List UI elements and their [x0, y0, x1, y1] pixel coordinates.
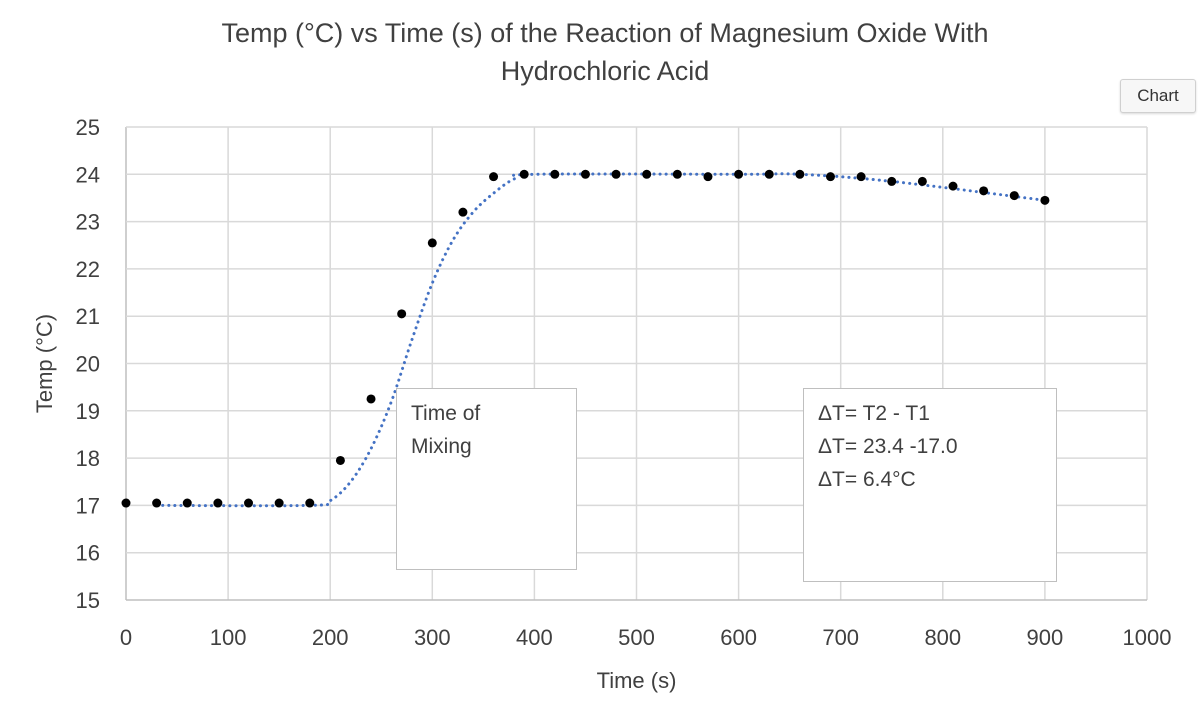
data-point	[856, 172, 866, 182]
annotation-line: ΔT= T2 - T1	[818, 402, 930, 425]
data-point	[703, 172, 713, 182]
y-tick-label: 21	[76, 304, 100, 329]
data-point	[305, 498, 315, 508]
data-point	[1009, 191, 1019, 201]
data-point	[121, 498, 131, 508]
annotation-line: ΔT= 23.4 -17.0	[818, 435, 958, 458]
data-point	[213, 498, 223, 508]
annotation-delta-t: ΔT= T2 - T1 ΔT= 23.4 -17.0 ΔT= 6.4°C	[803, 388, 1057, 582]
x-tick-label: 800	[924, 625, 961, 650]
annotation-line: ΔT= 6.4°C	[818, 468, 916, 491]
y-tick-label: 19	[76, 399, 100, 424]
chart-title: Temp (°C) vs Time (s) of the Reaction of…	[221, 18, 989, 86]
data-point	[550, 169, 560, 179]
data-point	[1040, 195, 1050, 205]
data-point	[611, 169, 621, 179]
data-point	[887, 176, 897, 186]
y-tick-label: 15	[76, 588, 100, 613]
x-axis-title: Time (s)	[597, 668, 677, 693]
x-tick-label: 100	[210, 625, 247, 650]
x-tick-label: 200	[312, 625, 349, 650]
x-tick-label: 300	[414, 625, 451, 650]
data-point	[672, 169, 682, 179]
data-point	[335, 455, 345, 465]
data-point	[244, 498, 254, 508]
data-point	[795, 169, 805, 179]
data-point	[764, 169, 774, 179]
data-point	[825, 172, 835, 182]
annotation-line: Time of	[411, 402, 481, 425]
x-tick-label: 900	[1027, 625, 1064, 650]
y-tick-label: 23	[76, 210, 100, 235]
x-tick-label: 700	[822, 625, 859, 650]
chart-button[interactable]: Chart	[1120, 79, 1196, 113]
data-point	[152, 498, 162, 508]
y-tick-label: 16	[76, 541, 100, 566]
data-point	[182, 498, 192, 508]
data-point	[274, 498, 284, 508]
data-point	[917, 176, 927, 186]
data-point	[458, 207, 468, 217]
data-point	[734, 169, 744, 179]
x-tick-label: 600	[720, 625, 757, 650]
data-point	[427, 238, 437, 248]
y-tick-label: 25	[76, 115, 100, 140]
y-tick-label: 18	[76, 446, 100, 471]
trendline	[155, 172, 1047, 508]
y-tick-label: 22	[76, 257, 100, 282]
data-point	[948, 181, 958, 191]
data-point	[979, 186, 989, 196]
annotation-time-of-mixing: Time of Mixing	[396, 388, 577, 570]
data-point	[366, 394, 376, 404]
data-point	[580, 169, 590, 179]
data-point	[489, 172, 499, 182]
y-tick-label: 20	[76, 352, 100, 377]
data-point	[519, 169, 529, 179]
data-point	[642, 169, 652, 179]
y-tick-label: 24	[76, 162, 100, 187]
annotation-line: Mixing	[411, 435, 472, 458]
y-tick-label: 17	[76, 493, 100, 518]
x-tick-label: 400	[516, 625, 553, 650]
x-tick-label: 1000	[1123, 625, 1172, 650]
y-axis-title: Temp (°C)	[32, 314, 57, 413]
x-tick-label: 0	[120, 625, 132, 650]
x-tick-label: 500	[618, 625, 655, 650]
data-point	[397, 309, 407, 319]
